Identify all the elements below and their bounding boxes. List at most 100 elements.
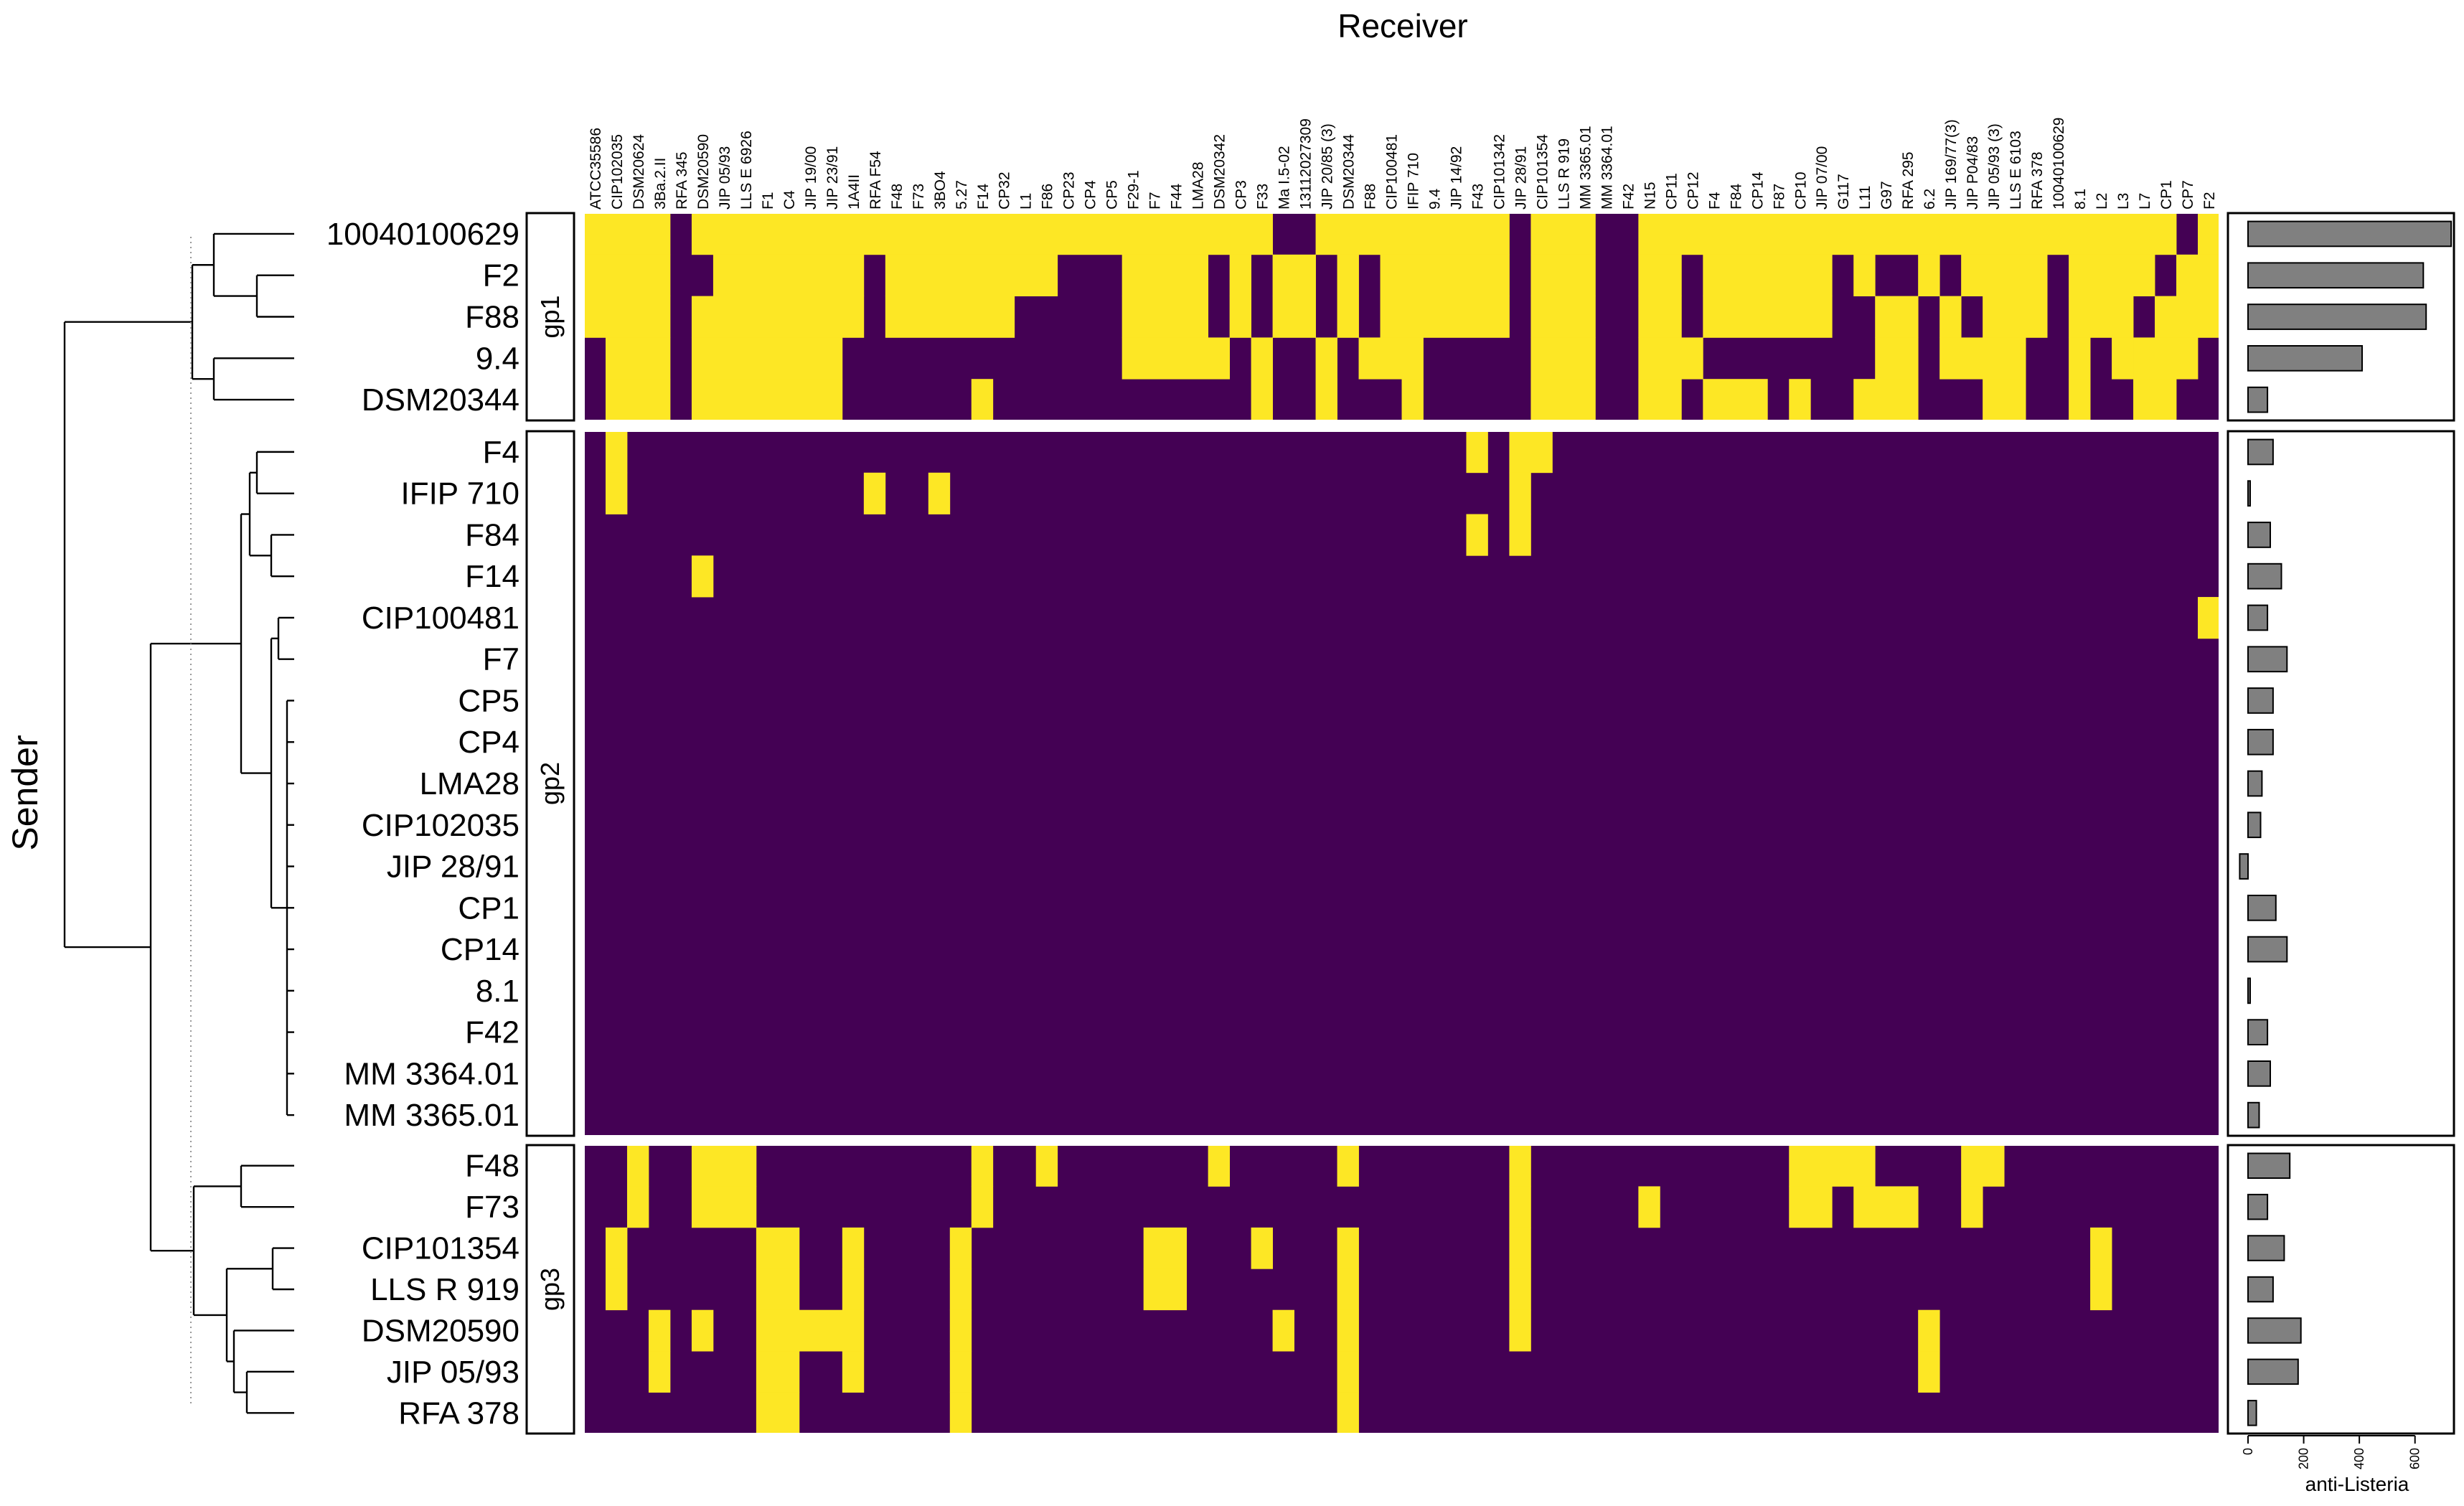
column-label: JIP 05/93: [717, 146, 733, 210]
bar: [2247, 1400, 2257, 1426]
column-label: 6.2: [1922, 189, 1938, 210]
heatmap-cell: [1337, 1269, 1359, 1311]
heatmap-cell: [885, 254, 1058, 296]
heatmap-cell: [1509, 472, 1531, 514]
row-label: CIP100481: [362, 601, 519, 636]
heatmap-cell: [1638, 213, 2048, 255]
heatmap-cell: [1853, 379, 1919, 421]
column-label: JIP 07/00: [1814, 146, 1830, 210]
bar: [2247, 303, 2427, 330]
row-label: DSM20344: [362, 382, 519, 418]
heatmap-cell: [842, 1227, 865, 1269]
heatmap-cell: [949, 1227, 972, 1269]
row-label: F7: [483, 642, 519, 677]
heatmap-cell: [2069, 379, 2091, 421]
column-label: CP7: [2180, 180, 2196, 210]
heatmap-cell: [1789, 379, 1811, 421]
column-label: JIP 05/93 (3): [1986, 123, 2003, 210]
heatmap-cell: [1337, 1309, 1359, 1352]
row-label: F14: [465, 559, 519, 594]
heatmap-cell: [1638, 379, 1682, 421]
column-label: CP11: [1663, 173, 1680, 210]
heatmap-cell: [1638, 1186, 1660, 1228]
column-label: L1: [1018, 193, 1035, 210]
heatmap-cell: [1380, 254, 1510, 296]
group-strips: gp1 gp2 gp3: [525, 212, 575, 1435]
bar: [2247, 936, 2288, 963]
heatmap-cell: [949, 1392, 972, 1434]
heatmap-cell: [756, 1309, 865, 1352]
heatmap-cell: [2155, 296, 2220, 338]
heatmap-cell: [605, 1269, 628, 1311]
heatmap-cell: [1853, 254, 1876, 296]
heatmap-cell: [691, 379, 843, 421]
heatmap-cell: [691, 555, 714, 598]
group-label: gp2: [535, 762, 565, 805]
bar: [2247, 1101, 2260, 1129]
row-label: CP4: [458, 725, 519, 760]
heatmap-cell: [626, 1186, 649, 1228]
heatmap-cell: [691, 213, 1273, 255]
heatmap-cell: [1509, 1186, 1531, 1228]
column-label: MM 3365.01: [1577, 126, 1594, 210]
row-label: MM 3364.01: [344, 1056, 519, 1091]
column-label: 5.27: [954, 180, 970, 210]
heatmap-panel-border: [583, 430, 2220, 1136]
column-label: F2: [2201, 192, 2218, 210]
row-labels: 10040100629 F2 F88 9.4 DSM20344 F4 IFIP 710 F84…: [326, 217, 519, 1431]
row-label: F48: [465, 1149, 519, 1184]
row-label: CIP101354: [362, 1231, 519, 1266]
heatmap-cell: [605, 472, 628, 514]
row-label: 9.4: [476, 341, 519, 376]
row-label: F4: [483, 435, 519, 470]
bar: [2247, 687, 2274, 714]
column-label: F48: [889, 184, 906, 210]
column-label: CIP102035: [609, 134, 626, 210]
row-label: LMA28: [420, 766, 519, 801]
heatmap-cell: [2198, 597, 2220, 639]
heatmap-cell: [1875, 296, 1919, 338]
column-label: JIP 19/00: [803, 146, 819, 210]
column-label: CIP101354: [1534, 134, 1551, 210]
column-label: CP14: [1749, 171, 1766, 210]
heatmap-cell: [971, 1186, 994, 1228]
column-label: CP5: [1104, 180, 1121, 210]
column-label: CIP101342: [1491, 134, 1508, 210]
column-label: F88: [1363, 184, 1379, 210]
heatmap-cell: [1789, 1145, 1876, 1187]
heatmap-cell: [1703, 254, 1833, 296]
heatmap-cell: [1337, 1145, 1359, 1187]
heatmap-cell: [2090, 1269, 2112, 1311]
heatmap-cell: [1208, 1145, 1231, 1187]
column-label: RFA F54: [867, 151, 884, 210]
bar: [2247, 1235, 2285, 1261]
column-label: JIP P04/83: [1965, 136, 1981, 210]
bar-panels: [2226, 212, 2455, 1435]
column-label: CP4: [1083, 180, 1099, 210]
heatmap-cell: [2047, 213, 2177, 255]
column-label: RFA 345: [674, 151, 690, 210]
bar: [2247, 438, 2274, 466]
column-label: RFA 295: [1900, 151, 1917, 210]
heatmap-cell: [2069, 296, 2134, 338]
heatmap-cell: [1251, 379, 1273, 421]
column-label: DSM20590: [695, 134, 712, 210]
bar-panel-gp2: [2226, 430, 2455, 1137]
row-label: F42: [465, 1015, 519, 1050]
bar: [2247, 1193, 2269, 1220]
column-label: JIP 28/91: [1513, 146, 1529, 210]
heatmap-cell: [1229, 254, 1251, 296]
heatmap-cell: [2133, 379, 2177, 421]
heatmap-cell: [1530, 213, 1596, 255]
bar: [2247, 1358, 2299, 1385]
row-label: DSM20590: [362, 1313, 519, 1348]
y-axis-label: Sender: [5, 735, 45, 850]
heatmap-cell: [691, 1186, 757, 1228]
group-strip-gp2: [525, 430, 575, 1137]
heatmap-cells: [583, 212, 2220, 1434]
heatmap-cell: [1509, 1309, 1531, 1352]
bar: [2247, 728, 2274, 756]
heatmap-cell: [1122, 337, 1230, 380]
column-label: F84: [1728, 183, 1744, 210]
